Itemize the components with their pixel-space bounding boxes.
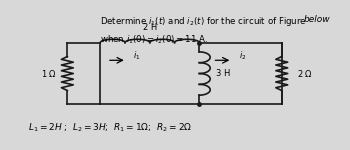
Text: Determine $i_1(t)$ and $i_2(t)$ for the circuit of Figure: Determine $i_1(t)$ and $i_2(t)$ for the … xyxy=(100,15,308,28)
Text: 3 H: 3 H xyxy=(216,69,230,78)
Text: $i_2$: $i_2$ xyxy=(239,50,246,62)
Text: when $i_1(0) = i_2(0) = 11$ A.: when $i_1(0) = i_2(0) = 11$ A. xyxy=(100,34,208,46)
Text: below: below xyxy=(303,15,330,24)
Text: $L_1 = 2H$ ;  $L_2 = 3H$;  $R_1 = 1\Omega$;  $R_2 = 2\Omega$: $L_1 = 2H$ ; $L_2 = 3H$; $R_1 = 1\Omega$… xyxy=(28,121,192,134)
Text: 2 $\Omega$: 2 $\Omega$ xyxy=(296,68,313,79)
Text: $i_1$: $i_1$ xyxy=(133,50,141,62)
Text: 1 $\Omega$: 1 $\Omega$ xyxy=(41,68,57,79)
Text: 2 H: 2 H xyxy=(143,23,157,32)
